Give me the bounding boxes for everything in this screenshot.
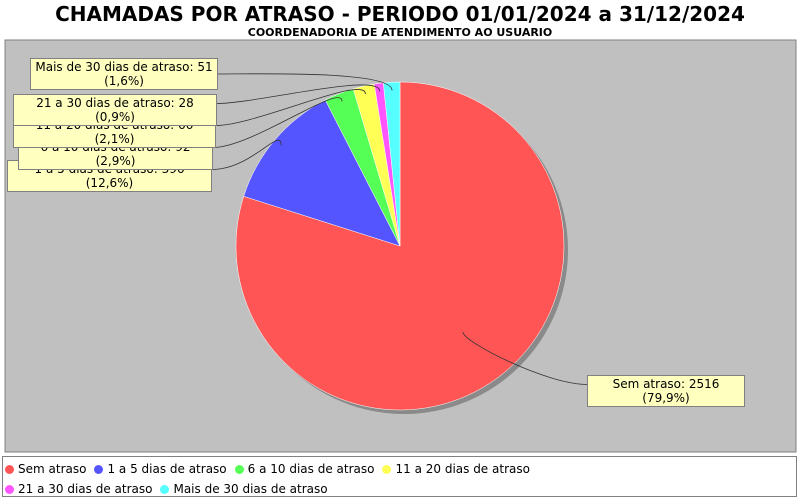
legend-label: 11 a 20 dias de atraso: [395, 462, 530, 476]
legend-marker: [94, 464, 104, 474]
label-connector: [216, 84, 381, 104]
legend-marker: [5, 464, 14, 474]
legend-item: Mais de 30 dias de atraso: [160, 479, 328, 499]
chart-title: CHAMADAS POR ATRASO - PERIODO 01/01/2024…: [55, 2, 745, 26]
data-label: Mais de 30 dias de atraso: 51 (1,6%): [30, 58, 218, 90]
legend-item: 1 a 5 dias de atraso: [94, 459, 227, 479]
legend-label: 21 a 30 dias de atraso: [18, 482, 153, 496]
label-connector: [462, 331, 588, 385]
legend-label: 1 a 5 dias de atraso: [107, 462, 227, 476]
data-label: 21 a 30 dias de atraso: 28 (0,9%): [13, 94, 217, 126]
legend-marker: [160, 484, 170, 494]
legend-label: Sem atraso: [18, 462, 87, 476]
legend-item: 11 a 20 dias de atraso: [382, 459, 530, 479]
chart: [4, 39, 797, 453]
label-connector: [215, 89, 366, 126]
label-connector: [217, 73, 393, 91]
legend-label: 6 a 10 dias de atraso: [247, 462, 375, 476]
label-connector: [211, 139, 282, 170]
legend-item: 6 a 10 dias de atraso: [234, 459, 375, 479]
legend-marker: [382, 464, 392, 474]
legend-marker: [234, 464, 244, 474]
legend-label: Mais de 30 dias de atraso: [173, 482, 328, 496]
label-connector: [212, 97, 343, 148]
chart-subtitle: COORDENADORIA DE ATENDIMENTO AO USUARIO: [247, 26, 553, 39]
legend-item: 21 a 30 dias de atraso: [5, 479, 152, 499]
legend-items: Sem atraso 1 a 5 dias de atraso 6 a 10 dia…: [5, 459, 685, 499]
data-label: Sem atraso: 2516 (79,9%): [587, 375, 745, 407]
legend-item: Sem atraso: [5, 459, 86, 479]
legend-marker: [5, 484, 14, 494]
legend: Sem atraso 1 a 5 dias de atraso 6 a 10 dia…: [2, 456, 797, 497]
